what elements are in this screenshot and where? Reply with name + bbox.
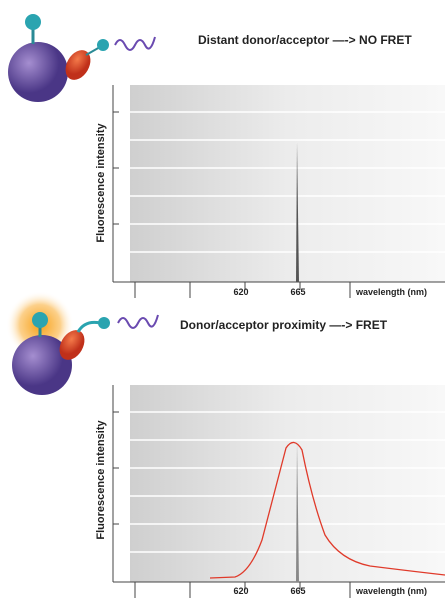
x-tick-label: 665 <box>290 586 305 596</box>
page: Distant donor/acceptor —-> NO FRET Fluor… <box>0 0 445 598</box>
x-tick-label: 620 <box>233 586 248 596</box>
x-tick-label: 620 <box>233 287 248 297</box>
y-axis-label: Fluorescence intensity <box>95 420 107 540</box>
panel-title: Distant donor/acceptor —-> NO FRET <box>198 33 412 47</box>
figure: Distant donor/acceptor —-> NO FRET Fluor… <box>0 0 445 598</box>
x-tick-label: 665 <box>290 287 305 297</box>
x-axis-label: wavelength (nm) <box>355 287 427 297</box>
molecule-icon <box>6 291 158 395</box>
y-axis-label: Fluorescence intensity <box>95 123 107 243</box>
panel-title: Donor/acceptor proximity —-> FRET <box>180 318 388 332</box>
x-axis-label: wavelength (nm) <box>355 586 427 596</box>
